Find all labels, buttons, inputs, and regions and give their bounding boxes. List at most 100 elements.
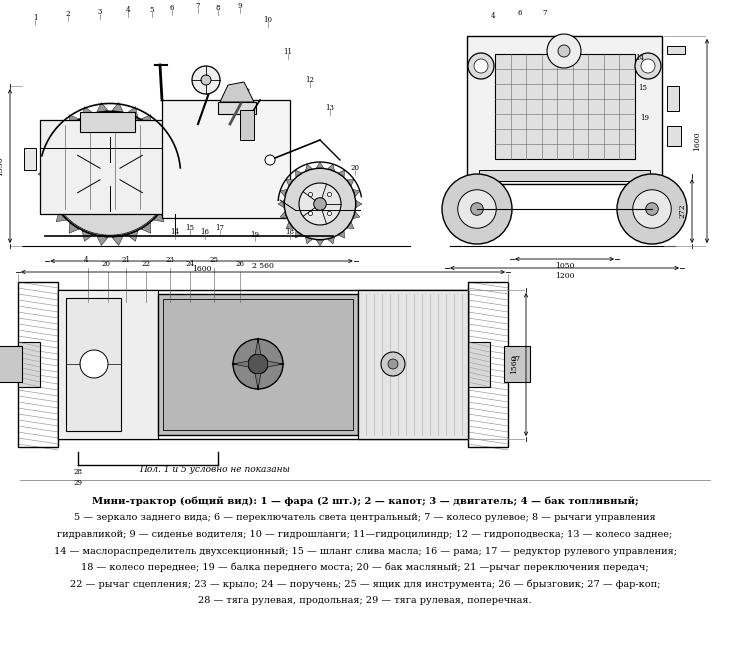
Circle shape (471, 203, 483, 215)
Polygon shape (38, 168, 47, 180)
Bar (40, 120, 175, 214)
Text: 1600: 1600 (693, 131, 701, 151)
Polygon shape (316, 240, 323, 246)
Circle shape (308, 211, 312, 216)
Text: 10: 10 (264, 16, 272, 24)
Polygon shape (338, 170, 345, 177)
Bar (358, 290, 468, 439)
Text: 26: 26 (236, 260, 245, 268)
Bar (218, 102, 256, 114)
Text: 20: 20 (350, 164, 359, 172)
Text: 5: 5 (150, 6, 154, 14)
Polygon shape (296, 170, 301, 177)
Polygon shape (173, 168, 182, 180)
Polygon shape (316, 162, 323, 168)
Polygon shape (56, 126, 66, 136)
Circle shape (80, 350, 108, 378)
Circle shape (381, 352, 405, 376)
Text: 20: 20 (101, 260, 110, 268)
Polygon shape (353, 189, 360, 197)
Text: 24: 24 (185, 260, 194, 268)
Circle shape (201, 75, 211, 85)
Bar (162, 100, 290, 218)
Polygon shape (278, 201, 284, 208)
Circle shape (126, 185, 134, 193)
Circle shape (547, 34, 581, 68)
Text: 11: 11 (283, 48, 293, 56)
Text: 16: 16 (201, 228, 210, 236)
Text: 1050: 1050 (555, 262, 575, 270)
Text: 8: 8 (216, 4, 220, 12)
Text: 19: 19 (250, 231, 259, 239)
Text: 22 — рычаг сцепления; 23 — крыло; 24 — поручень; 25 — ящик для инструмента; 26 —: 22 — рычаг сцепления; 23 — крыло; 24 — п… (70, 580, 660, 589)
Circle shape (633, 190, 672, 228)
Text: 2: 2 (66, 10, 70, 18)
Polygon shape (153, 212, 164, 222)
Text: 25: 25 (210, 256, 218, 264)
Circle shape (99, 146, 106, 154)
Polygon shape (112, 102, 123, 112)
Text: 13: 13 (326, 104, 334, 112)
Circle shape (192, 66, 220, 94)
Bar (667, 46, 685, 54)
Bar (66, 298, 121, 431)
Circle shape (314, 198, 326, 210)
Text: 27: 27 (512, 355, 520, 363)
Bar (667, 126, 681, 146)
Text: 4: 4 (491, 12, 495, 20)
Circle shape (458, 190, 496, 228)
Bar (80, 112, 135, 132)
Polygon shape (353, 212, 360, 218)
Polygon shape (296, 231, 301, 238)
Polygon shape (97, 236, 108, 246)
Circle shape (641, 59, 655, 73)
Polygon shape (170, 153, 180, 165)
Circle shape (81, 170, 89, 178)
Bar (24, 148, 36, 170)
Polygon shape (112, 236, 123, 246)
Bar (58, 290, 158, 439)
Text: 7: 7 (542, 9, 548, 17)
Polygon shape (268, 361, 283, 367)
Bar (467, 36, 662, 184)
Polygon shape (40, 153, 50, 165)
Circle shape (233, 339, 283, 389)
Polygon shape (127, 107, 138, 117)
Text: 23: 23 (166, 256, 174, 264)
Polygon shape (153, 126, 164, 136)
Bar (0, 346, 22, 382)
Text: 1: 1 (33, 14, 37, 22)
Bar (163, 299, 353, 430)
Polygon shape (69, 115, 79, 125)
Text: 14: 14 (171, 228, 180, 236)
Polygon shape (347, 222, 354, 228)
Polygon shape (164, 139, 174, 149)
Circle shape (327, 211, 331, 216)
Circle shape (442, 174, 512, 244)
Bar (667, 86, 679, 111)
Polygon shape (40, 183, 50, 195)
Polygon shape (170, 183, 180, 195)
Polygon shape (286, 222, 293, 228)
Text: Мини-трактор (общий вид): 1 — фара (2 шт.); 2 — капот; 3 — двигатель; 4 — бак то: Мини-трактор (общий вид): 1 — фара (2 шт… (92, 497, 638, 507)
Circle shape (646, 203, 658, 215)
Circle shape (635, 53, 661, 79)
Polygon shape (233, 361, 248, 367)
Text: 1600: 1600 (192, 265, 211, 273)
Polygon shape (255, 339, 261, 355)
Circle shape (99, 194, 106, 202)
Polygon shape (347, 179, 354, 186)
Polygon shape (280, 212, 287, 218)
Circle shape (388, 359, 398, 369)
Text: Пол. 1 и 5 условно не показаны: Пол. 1 и 5 условно не показаны (139, 465, 291, 475)
Bar (240, 110, 254, 140)
Polygon shape (280, 189, 287, 197)
Text: 9: 9 (238, 2, 242, 10)
Text: 4: 4 (126, 6, 130, 14)
Polygon shape (46, 199, 57, 208)
Text: 14 — маслораспределитель двухсекционный; 15 — шланг слива масла; 16 — рама; 17 —: 14 — маслораспределитель двухсекционный;… (53, 546, 677, 556)
Circle shape (308, 193, 312, 197)
Text: 2 560: 2 560 (252, 262, 274, 270)
Polygon shape (69, 222, 79, 233)
Circle shape (558, 45, 570, 57)
